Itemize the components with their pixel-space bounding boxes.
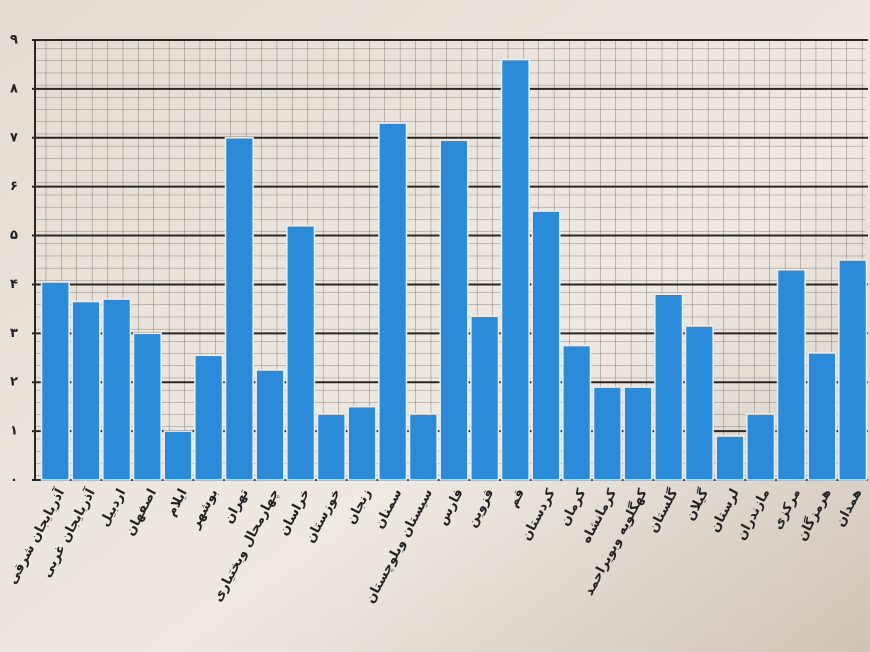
bar bbox=[531, 210, 561, 481]
bar bbox=[132, 332, 162, 481]
bar bbox=[470, 315, 500, 481]
y-tick-label: ۴ bbox=[10, 277, 18, 292]
y-tick-label: ۹ bbox=[10, 33, 18, 48]
bar bbox=[715, 435, 745, 481]
bar bbox=[163, 430, 193, 481]
bar bbox=[776, 269, 806, 481]
bar bbox=[71, 300, 101, 481]
bar bbox=[224, 137, 254, 481]
bar bbox=[592, 386, 622, 481]
bar bbox=[654, 293, 684, 481]
y-tick-label: ۰ bbox=[10, 473, 18, 488]
bar bbox=[347, 405, 377, 481]
bar bbox=[439, 139, 469, 481]
bar bbox=[623, 386, 653, 481]
bar bbox=[40, 281, 70, 481]
bar bbox=[102, 298, 132, 481]
bar bbox=[408, 413, 438, 481]
bar bbox=[378, 122, 408, 481]
bar bbox=[286, 225, 316, 481]
y-tick-label: ۱ bbox=[10, 424, 18, 439]
bar bbox=[500, 58, 530, 481]
y-tick-label: ۵ bbox=[10, 228, 18, 243]
y-tick-label: ۸ bbox=[10, 81, 18, 96]
y-tick-label: ۲ bbox=[10, 375, 18, 390]
bar bbox=[807, 352, 837, 481]
bar bbox=[316, 413, 346, 481]
y-tick-label: ۷ bbox=[10, 130, 18, 145]
y-tick-label: ۶ bbox=[10, 179, 18, 194]
bar bbox=[838, 259, 868, 481]
bar bbox=[194, 354, 224, 481]
bar bbox=[684, 325, 714, 481]
bar bbox=[746, 413, 776, 481]
bar bbox=[255, 369, 285, 481]
bar bbox=[562, 344, 592, 481]
y-tick-label: ۳ bbox=[10, 326, 18, 341]
